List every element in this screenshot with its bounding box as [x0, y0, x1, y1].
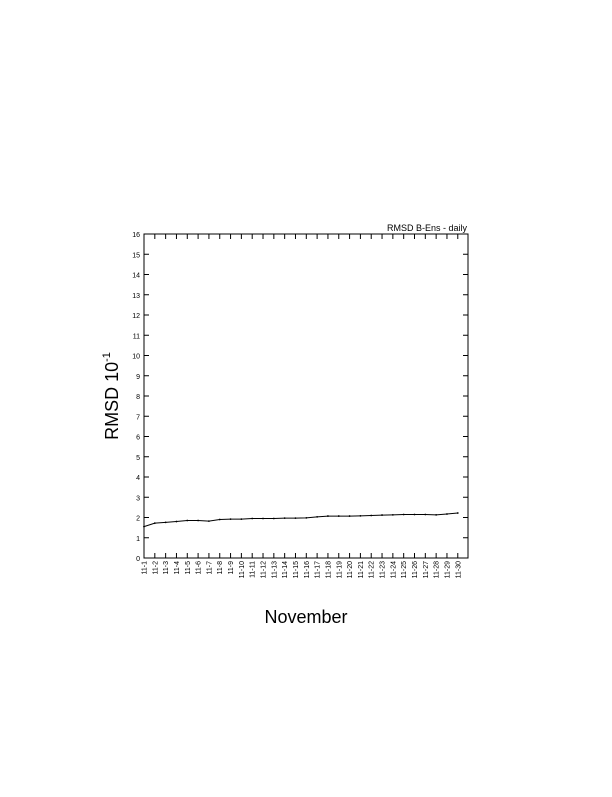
data-point [240, 518, 243, 521]
x-tick-label: 11-20 [347, 561, 354, 578]
x-tick-label: 11-7 [206, 561, 213, 575]
data-point [164, 521, 167, 524]
data-point [402, 513, 405, 516]
x-axis-label: November [264, 607, 347, 627]
x-tick-label: 11-22 [369, 561, 376, 578]
x-tick-label: 11-4 [174, 561, 181, 575]
x-tick-label: 11-16 [304, 561, 311, 578]
y-tick-label: 11 [133, 333, 140, 340]
y-tick-label: 0 [136, 556, 140, 563]
data-point [446, 513, 448, 515]
data-point [327, 515, 329, 517]
data-point [251, 517, 254, 520]
x-tick-label: 11-28 [434, 561, 441, 578]
data-point [262, 517, 264, 520]
data-point [175, 520, 178, 523]
data-point [294, 517, 297, 520]
y-tick-label: 8 [136, 394, 140, 401]
x-tick-label: 11-18 [325, 561, 332, 578]
series-line [143, 512, 458, 528]
x-tick-label: 11-12 [261, 561, 268, 578]
y-axis-label-base: RMSD 10 [102, 362, 122, 440]
data-point [197, 519, 200, 522]
data-point [208, 520, 210, 523]
data-point [305, 517, 308, 519]
y-tick-label: 9 [136, 374, 140, 381]
x-tick-label: 11-23 [380, 561, 387, 578]
y-tick-label: 1 [136, 536, 140, 543]
y-tick-label: 3 [136, 495, 140, 502]
data-point [337, 515, 340, 517]
data-point [283, 517, 286, 520]
y-tick-label: 5 [136, 455, 140, 462]
data-point [381, 514, 383, 516]
x-tick-label: 11-21 [358, 561, 365, 578]
x-tick-label: 11-2 [152, 561, 159, 575]
x-tick-label: 11-19 [336, 561, 343, 578]
y-axis-label-exponent: -1 [101, 352, 113, 362]
y-tick-label: 10 [132, 354, 140, 361]
data-point [143, 525, 145, 528]
data-point [153, 522, 156, 525]
x-tick-label: 11-11 [250, 561, 257, 578]
y-axis-label: RMSD 10-1 [101, 352, 122, 440]
y-tick-label: 16 [132, 232, 140, 239]
data-point [435, 513, 438, 516]
chart-title: RMSD B-Ens - daily [387, 223, 468, 233]
data-point [218, 518, 221, 521]
x-tick-label: 11-30 [455, 561, 462, 578]
y-tick-label: 6 [136, 435, 140, 442]
data-point [391, 513, 394, 516]
x-tick-label: 11-6 [196, 561, 203, 575]
x-tick-label: 11-15 [293, 561, 300, 578]
y-tick-label: 4 [136, 475, 140, 482]
x-tick-label: 11-25 [401, 561, 408, 578]
x-tick-label: 11-8 [217, 561, 224, 575]
data-point [348, 515, 351, 517]
x-tick-label: 11-10 [239, 561, 246, 578]
x-tick-label: 11-24 [390, 561, 397, 578]
y-tick-label: 13 [132, 293, 140, 300]
x-tick-label: 11-29 [444, 561, 451, 578]
y-tick-label: 7 [136, 414, 140, 421]
x-tick-label: 11-17 [315, 561, 322, 578]
y-tick-label: 12 [132, 313, 140, 320]
data-point [370, 514, 373, 517]
x-tick-label: 11-26 [412, 561, 419, 578]
data-point [413, 513, 416, 516]
x-tick-label: 11-5 [185, 561, 192, 575]
x-tick-label: 11-13 [271, 561, 278, 578]
x-tick-label: 11-1 [142, 561, 149, 575]
y-tick-label: 14 [132, 273, 140, 280]
data-point [359, 514, 362, 517]
x-tick-label: 11-3 [163, 561, 170, 575]
data-point [456, 512, 459, 514]
x-tick-label: 11-14 [282, 561, 289, 578]
data-point [424, 513, 427, 516]
x-tick-label: 11-9 [228, 561, 235, 575]
x-tick-label: 11-27 [423, 561, 430, 578]
y-tick-label: 2 [136, 516, 140, 523]
data-point [229, 518, 232, 521]
data-point [272, 517, 275, 520]
data-point [186, 519, 189, 522]
y-axis-label-group: RMSD 10-1 [101, 352, 122, 440]
y-tick-label: 15 [132, 252, 140, 259]
data-point [316, 515, 319, 518]
plot-frame [143, 233, 469, 559]
